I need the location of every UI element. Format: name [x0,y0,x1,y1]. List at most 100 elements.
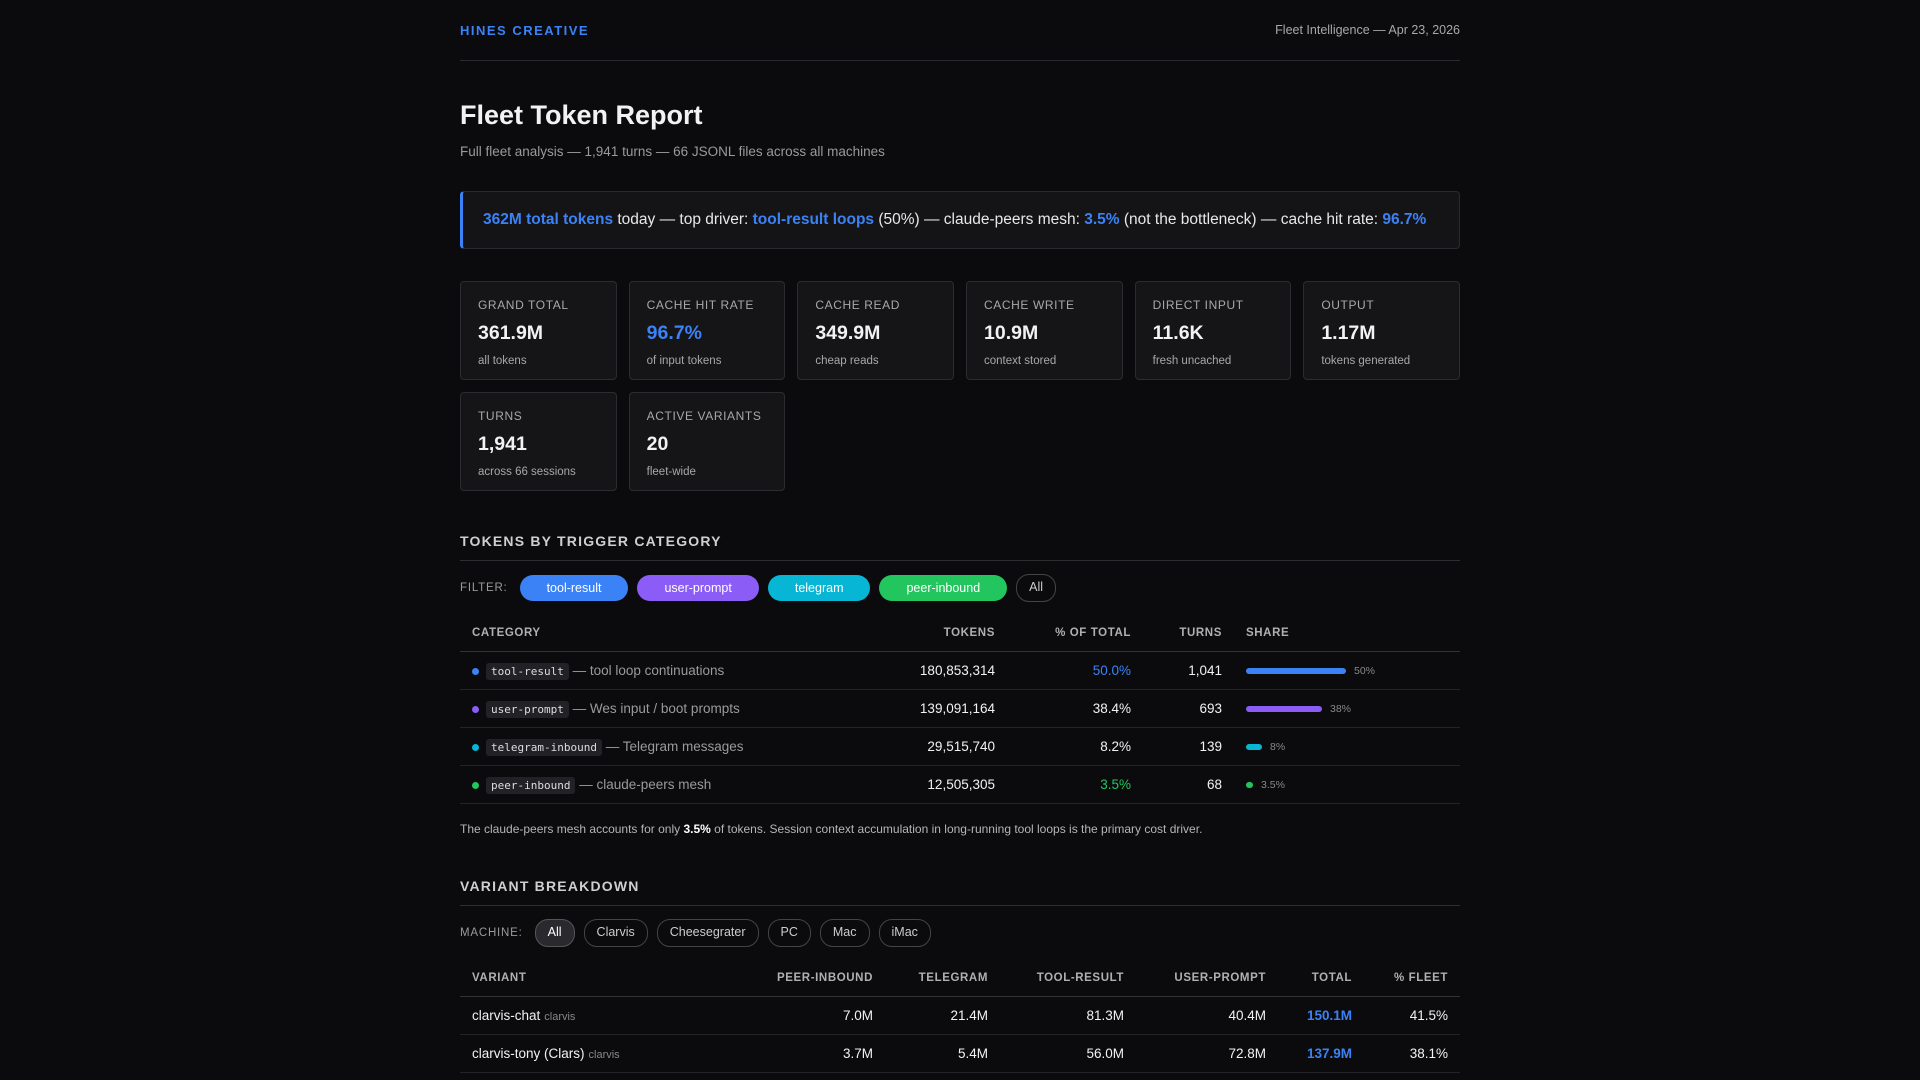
section-heading: TOKENS BY TRIGGER CATEGORY [460,533,1460,561]
stat-note: cheap reads [815,355,879,367]
variant-name: clarvis-chat [472,1008,541,1023]
variant-name: clarvis-tony (Clars) [472,1046,585,1061]
table-body: tool-result — tool loop continuations 180… [460,651,1460,804]
filter-chip[interactable]: user-prompt [637,575,759,601]
pct-cell: 3.5% [1007,765,1143,804]
column-header: VARIANT [460,960,740,997]
category-desc: — claude-peers mesh [579,777,712,792]
share-label: 50% [1354,665,1376,678]
note-text: The claude-peers mesh accounts for only [460,822,684,836]
turns-cell: 693 [1143,689,1234,728]
filter-chip[interactable]: Clarvis [583,919,648,947]
category-desc: — Wes input / boot prompts [572,701,740,716]
variant-machine: clarvis [588,1049,620,1061]
variant-table: VARIANT PEER-INBOUND TELEGRAM TOOL-RESULT US… [460,960,1460,1073]
filter-chip[interactable]: PC [767,919,811,947]
category-dot [472,667,479,675]
callout-highlight: 3.5% [1084,211,1120,228]
callout: 362M total tokens today — top driver: to… [460,191,1460,249]
column-header: TOTAL [1278,960,1364,997]
filter-label: MACHINE: [460,927,523,939]
category-dot [472,705,479,713]
share-bar [1246,744,1262,751]
share-bar [1246,782,1253,789]
header-meta: Fleet Intelligence — Apr 23, 2026 [1275,23,1460,37]
pct-cell: 38.4% [1007,689,1143,728]
category-cell: user-prompt — Wes input / boot prompts [460,689,850,728]
callout-highlight: 96.7% [1382,211,1427,228]
column-header: TOOL-RESULT [1000,960,1136,997]
column-header: % FLEET [1364,960,1460,997]
stat-note: all tokens [478,355,527,367]
filter-chip[interactable]: tool-result [519,575,629,601]
category-dot [472,781,479,789]
note-highlight: 3.5% [683,822,711,836]
column-header: CATEGORY [460,615,850,652]
stat-value: 361.9M [478,322,544,344]
stat-label: CACHE HIT RATE [646,298,754,312]
stat-label: TURNS [478,409,523,423]
category-code: user-prompt [486,701,569,718]
value-cell: 137.9M [1278,1034,1364,1073]
column-header: PEER-INBOUND [740,960,885,997]
report: HINES CREATIVE Fleet Intelligence — Apr … [460,0,1460,1073]
turns-cell: 139 [1143,727,1234,766]
table-row: user-prompt — Wes input / boot prompts 13… [460,689,1460,728]
table-header: VARIANT PEER-INBOUND TELEGRAM TOOL-RESULT US… [460,960,1460,997]
stat-note: of input tokens [646,355,722,367]
share-bar [1246,668,1346,675]
stat-cards: GRAND TOTAL 361.9M all tokens CACHE HIT RAT… [460,281,1460,491]
stat-note: fresh uncached [1152,355,1232,367]
callout-text: today — top driver: [613,211,753,228]
filter-chip[interactable]: All [1016,574,1057,602]
stat-value: 11.6K [1152,322,1204,344]
filter-chip[interactable]: peer-inbound [879,575,1008,601]
callout-text: (50%) — claude-peers mesh: [874,211,1085,228]
category-desc: — tool loop continuations [572,663,725,678]
share-label: 8% [1270,741,1286,754]
share-label: 38% [1330,703,1352,716]
tokens-cell: 139,091,164 [850,689,1007,728]
share-cell: 38% [1234,689,1460,728]
stat-card: DIRECT INPUT 11.6K fresh uncached [1134,281,1292,380]
stat-label: CACHE READ [815,298,901,312]
category-code: telegram-inbound [486,739,602,756]
table-row: telegram-inbound — Telegram messages 29,5… [460,727,1460,766]
value-cell: 21.4M [885,996,1000,1035]
table-row: clarvis-chat clarvis 7.0M 21.4M 81.3M 40.4M 15… [460,996,1460,1035]
filter-chip[interactable]: All [534,919,575,947]
tokens-cell: 12,505,305 [850,765,1007,804]
share-cell: 8% [1234,727,1460,766]
filter-chip[interactable]: iMac [878,919,931,947]
stat-value: 10.9M [984,322,1039,344]
stat-label: CACHE WRITE [984,298,1075,312]
title: Fleet Token Report [460,100,703,130]
stat-label: ACTIVE VARIANTS [646,409,762,423]
stat-note: context stored [984,355,1057,367]
callout-text: (not the bottleneck) — cache hit rate: [1119,211,1383,228]
pct-cell: 8.2% [1007,727,1143,766]
note-text: of tokens. Session context accumulation … [710,822,1203,836]
category-cell: telegram-inbound — Telegram messages [460,727,850,766]
stat-label: GRAND TOTAL [478,298,569,312]
variant-machine: clarvis [544,1011,576,1023]
table-row: clarvis-tony (Clars) clarvis 3.7M 5.4M 56.0M… [460,1034,1460,1073]
filter-chip[interactable]: Mac [819,919,870,947]
stat-value: 96.7% [646,322,702,344]
category-cell: peer-inbound — claude-peers mesh [460,765,850,804]
filter-chip[interactable]: Cheesegrater [656,919,759,947]
column-header: SHARE [1234,615,1460,652]
value-cell: 3.7M [740,1034,885,1073]
category-cell: tool-result — tool loop continuations [460,651,850,690]
value-cell: 7.0M [740,996,885,1035]
tokens-cell: 180,853,314 [850,651,1007,690]
stat-card: OUTPUT 1.17M tokens generated [1303,281,1460,380]
filter-chip[interactable]: telegram [767,575,871,601]
tokens-cell: 29,515,740 [850,727,1007,766]
filter-label: FILTER: [460,582,508,594]
stat-card: CACHE READ 349.9M cheap reads [797,281,954,380]
column-header: TURNS [1143,615,1234,652]
stat-label: OUTPUT [1321,298,1375,312]
value-cell: 41.5% [1364,996,1460,1035]
variant-cell: clarvis-tony (Clars) clarvis [460,1034,740,1073]
